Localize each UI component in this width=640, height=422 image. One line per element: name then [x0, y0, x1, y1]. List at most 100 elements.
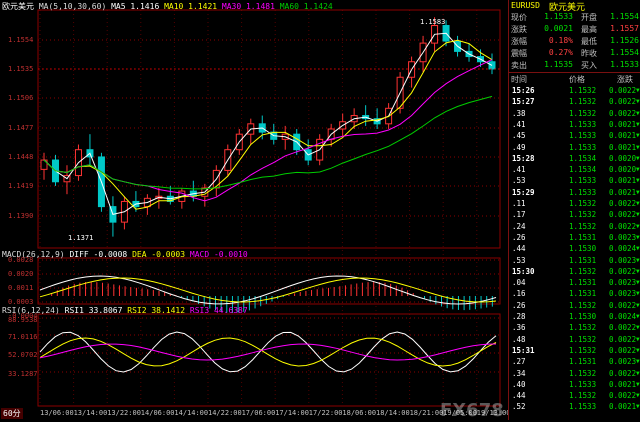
tick-row[interactable]: .17 1.1532 0.0022 ▼: [509, 210, 640, 219]
tick-time: .49: [512, 142, 526, 152]
tick-row[interactable]: 15:30 1.1532 0.0022 ▼: [509, 267, 640, 276]
rsi3-line: [39, 343, 497, 361]
tick-row[interactable]: .40 1.1533 0.0021 ▼: [509, 380, 640, 389]
tick-row[interactable]: .26 1.1532 0.0022 ▼: [509, 301, 640, 310]
rsi-axis-label: 52.0702: [8, 351, 38, 359]
tick-row[interactable]: .44 1.1530 0.0024 ▼: [509, 244, 640, 253]
tick-row[interactable]: 15:29 1.1533 0.0021 ▼: [509, 188, 640, 197]
tick-time: .36: [512, 323, 526, 333]
tick-price: 1.1532: [569, 345, 597, 355]
tick-row[interactable]: .53 1.1533 0.0021 ▼: [509, 176, 640, 185]
tick-row[interactable]: .44 1.1532 0.0022 ▼: [509, 391, 640, 400]
tick-time: .52: [512, 402, 526, 412]
tick-change: 0.0020: [609, 153, 637, 163]
price-axis-label: 1.1448: [8, 153, 34, 161]
field-label-2: 开盘: [581, 13, 597, 22]
down-arrow-icon: ▼: [636, 301, 640, 309]
down-arrow-icon: ▼: [636, 256, 640, 264]
field-value: 0.18%: [548, 36, 573, 45]
tick-time: 15:27: [512, 97, 535, 107]
tick-row[interactable]: .04 1.1531 0.0023 ▼: [509, 278, 640, 287]
down-arrow-icon: ▼: [636, 358, 640, 366]
down-arrow-icon: ▼: [636, 369, 640, 377]
tick-row[interactable]: .38 1.1532 0.0022 ▼: [509, 109, 640, 118]
field-value: 0.0021: [544, 24, 573, 33]
tick-time: .44: [512, 244, 526, 254]
down-arrow-icon: ▼: [636, 188, 640, 196]
down-arrow-icon: ▼: [636, 200, 640, 207]
tick-time: 15:26: [512, 86, 535, 95]
price-axis-label: 1.1554: [8, 36, 34, 44]
tick-row[interactable]: .26 1.1531 0.0023 ▼: [509, 233, 640, 242]
tick-row[interactable]: .45 1.1533 0.0021 ▼: [509, 131, 640, 140]
tick-row[interactable]: 15:26 1.1532 0.0022 ▼: [509, 86, 640, 95]
tick-row[interactable]: 15:31 1.1532 0.0022 ▼: [509, 346, 640, 355]
tick-price: 1.1532: [569, 391, 597, 401]
tick-price: 1.1533: [569, 187, 597, 197]
chart-area[interactable]: [0, 0, 508, 420]
tick-row[interactable]: .24 1.1532 0.0022 ▼: [509, 222, 640, 231]
ma5-value: MA5 1.1416: [111, 2, 160, 11]
tick-price: 1.1530: [569, 312, 597, 321]
tick-row[interactable]: .34 1.1532 0.0022 ▼: [509, 369, 640, 378]
tick-change: 0.0022: [609, 368, 637, 378]
tick-row[interactable]: .11 1.1532 0.0022 ▼: [509, 199, 640, 208]
down-arrow-icon: ▼: [636, 222, 640, 230]
tick-price: 1.1531: [569, 232, 597, 242]
rsi-panel-frame: [37, 313, 501, 407]
down-arrow-icon: ▼: [636, 380, 640, 388]
down-arrow-icon: ▼: [636, 392, 640, 400]
field-value-2: 1.1526: [610, 36, 639, 45]
tick-price: 1.1532: [569, 199, 597, 208]
tick-price: 1.1532: [569, 221, 597, 231]
tick-row[interactable]: .41 1.1534 0.0020 ▼: [509, 165, 640, 174]
down-arrow-icon: ▼: [636, 143, 640, 151]
field-label-2: 买入: [581, 61, 597, 70]
tick-row[interactable]: .49 1.1533 0.0021 ▼: [509, 143, 640, 152]
tick-row[interactable]: .27 1.1531 0.0023 ▼: [509, 357, 640, 366]
tick-time: .26: [512, 300, 526, 310]
tick-change: 0.0022: [609, 266, 637, 276]
tick-row[interactable]: .41 1.1533 0.0021 ▼: [509, 120, 640, 129]
tick-row[interactable]: .52 1.1533 0.0021 ▼: [509, 402, 640, 411]
tick-change: 0.0023: [609, 255, 637, 265]
time-axis-label: 18/21:00: [409, 409, 444, 417]
tick-row[interactable]: .28 1.1530 0.0024 ▼: [509, 312, 640, 321]
tick-time: .38: [512, 108, 526, 118]
rsi2-value: RSI2 38.1412: [127, 306, 186, 315]
quote-field-row: 震幅 0.27% 昨收 1.1554: [509, 48, 640, 59]
tick-change: 0.0022: [609, 199, 637, 208]
tick-time: .53: [512, 176, 526, 186]
tick-price: 1.1532: [569, 300, 597, 310]
field-value-2: 1.1554: [610, 12, 639, 21]
tick-time: .16: [512, 289, 526, 299]
tick-row[interactable]: .16 1.1531 0.0023 ▼: [509, 289, 640, 298]
tick-row[interactable]: .53 1.1531 0.0023 ▼: [509, 256, 640, 265]
price-axis-label: 1.1535: [8, 65, 34, 73]
field-value: 0.27%: [548, 48, 573, 57]
tick-change: 0.0023: [609, 232, 637, 242]
ma5-line: [43, 32, 493, 215]
period-selector[interactable]: 60分: [1, 408, 23, 419]
field-label: 涨幅: [511, 37, 527, 46]
tick-price: 1.1534: [569, 165, 597, 175]
time-axis-label: 13/14:00: [73, 409, 108, 417]
tick-change: 0.0022: [609, 345, 637, 355]
tick-row[interactable]: 15:28 1.1534 0.0020 ▼: [509, 154, 640, 163]
field-label-2: 昨收: [581, 49, 597, 58]
tick-change: 0.0021: [609, 131, 637, 141]
tick-time: .45: [512, 131, 526, 141]
tick-row[interactable]: .36 1.1532 0.0022 ▼: [509, 323, 640, 332]
rsi2-line: [39, 337, 497, 367]
price-axis-label: 1.1390: [8, 212, 34, 220]
quote-field-row: 涨跌 0.0021 最高 1.1557: [509, 24, 640, 35]
time-axis-label: 17/22:00: [308, 409, 343, 417]
tick-change: 0.0023: [609, 357, 637, 367]
time-axis-label: 13/22:00: [107, 409, 141, 417]
tick-row[interactable]: 15:27 1.1532 0.0022 ▼: [509, 97, 640, 106]
tick-price: 1.1532: [569, 266, 597, 276]
tick-change: 0.0022: [609, 334, 637, 344]
tick-row[interactable]: .48 1.1532 0.0022 ▼: [509, 335, 640, 344]
tick-price: 1.1532: [569, 210, 597, 220]
tick-price: 1.1532: [569, 334, 597, 344]
